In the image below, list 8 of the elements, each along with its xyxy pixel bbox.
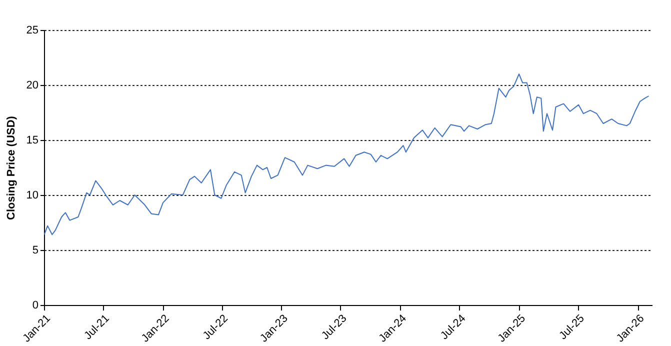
y-tick-label: 25 <box>26 24 38 36</box>
y-tick-label: 20 <box>26 80 38 92</box>
y-tick-label: 5 <box>32 244 38 256</box>
y-tick-label: 15 <box>26 134 38 146</box>
line-series <box>44 74 650 236</box>
y-axis-title: Closing Price (USD) <box>5 116 18 220</box>
y-tick-label: 0 <box>32 300 38 312</box>
y-tick-label: 10 <box>26 190 38 202</box>
